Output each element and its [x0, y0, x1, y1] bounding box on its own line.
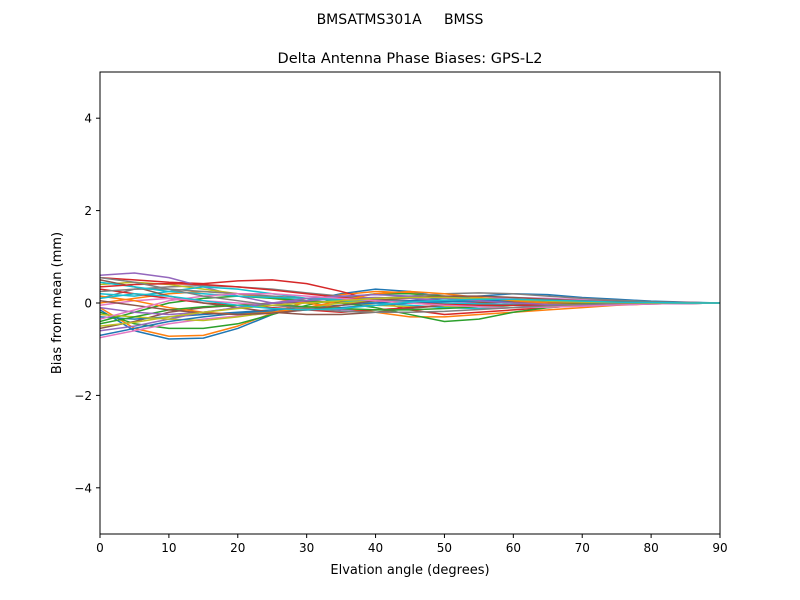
y-axis: −4 −2 0 2 4 [74, 112, 100, 495]
x-tick-label: 40 [368, 541, 383, 555]
x-axis: 0 10 20 30 40 50 60 70 80 90 [96, 534, 728, 555]
x-tick-label: 70 [575, 541, 590, 555]
x-tick-label: 80 [643, 541, 658, 555]
x-tick-label: 30 [299, 541, 314, 555]
chart-title: Delta Antenna Phase Biases: GPS-L2 [278, 51, 543, 67]
series-line-11 [100, 293, 720, 320]
series-layer [100, 272, 720, 340]
x-tick-label: 90 [712, 541, 727, 555]
series-line-30 [100, 293, 720, 311]
x-tick-label: 50 [437, 541, 452, 555]
x-tick-label: 60 [506, 541, 521, 555]
y-tick-label: −4 [74, 481, 92, 495]
x-axis-label: Elvation angle (degrees) [330, 563, 489, 578]
x-tick-label: 0 [96, 541, 104, 555]
x-tick-label: 10 [161, 541, 176, 555]
chart-suptitle: BMSATMS301A BMSS [317, 12, 484, 28]
y-tick-label: 4 [84, 112, 92, 126]
series-line-28 [100, 276, 720, 313]
y-tick-label: −2 [74, 389, 92, 403]
plot-area [100, 272, 720, 340]
x-tick-label: 20 [230, 541, 245, 555]
y-tick-label: 2 [84, 204, 92, 218]
y-tick-label: 0 [84, 297, 92, 311]
y-axis-label: Bias from mean (mm) [50, 232, 65, 374]
